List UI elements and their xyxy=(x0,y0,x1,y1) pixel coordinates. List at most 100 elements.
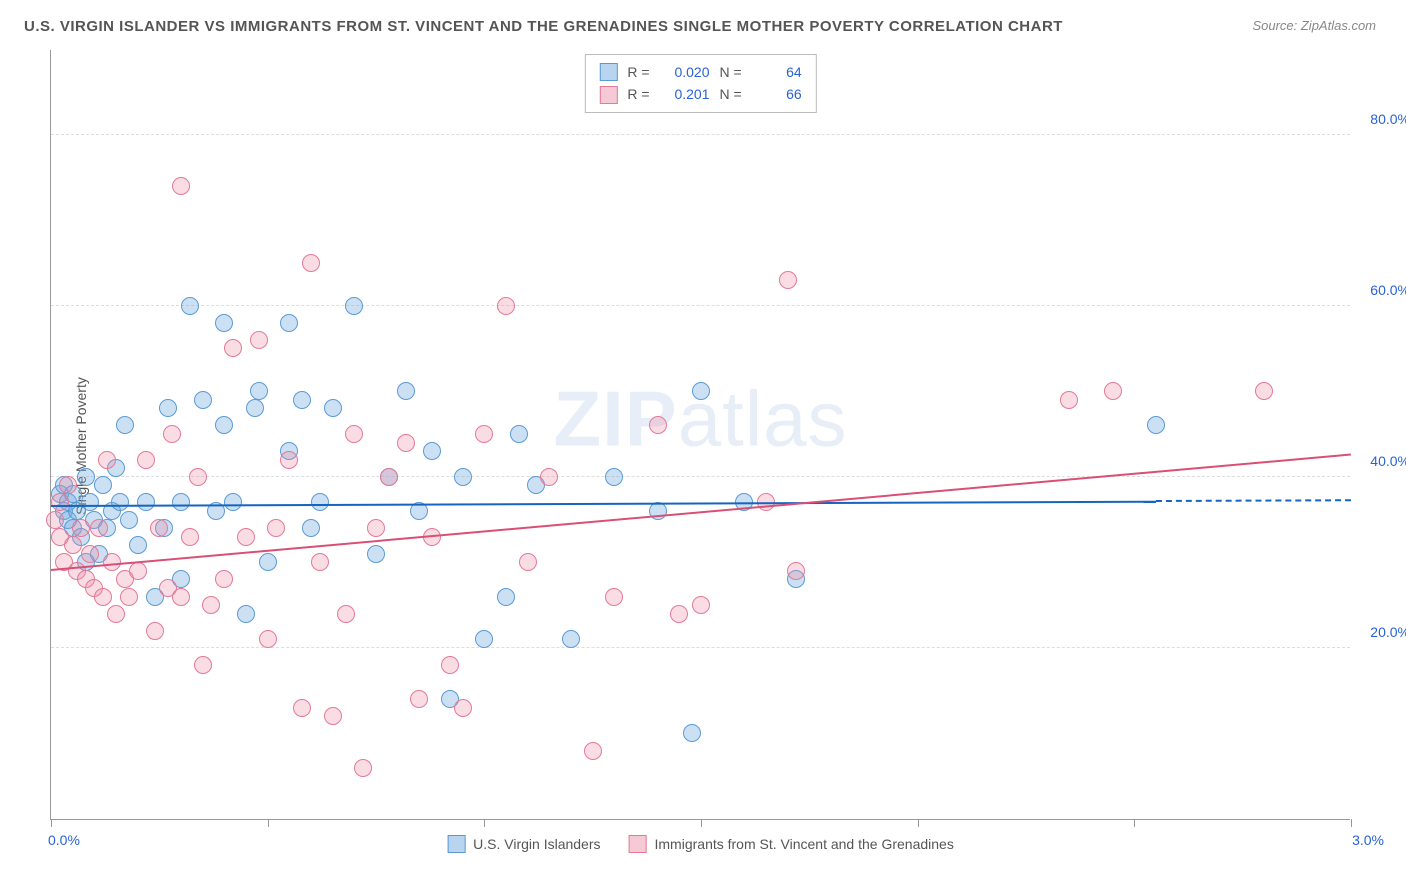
scatter-point xyxy=(345,425,363,443)
n-label: N = xyxy=(720,83,742,105)
chart-plot-area: ZIPatlas R = 0.020 N = 64 R = 0.201 N = … xyxy=(50,50,1350,820)
gridline xyxy=(51,476,1350,477)
scatter-point xyxy=(189,468,207,486)
x-tick xyxy=(484,819,485,827)
scatter-point xyxy=(337,605,355,623)
scatter-point xyxy=(237,605,255,623)
scatter-point xyxy=(137,451,155,469)
scatter-point xyxy=(94,588,112,606)
chart-title: U.S. VIRGIN ISLANDER VS IMMIGRANTS FROM … xyxy=(24,18,1063,35)
scatter-point xyxy=(111,493,129,511)
y-tick-label: 40.0% xyxy=(1370,453,1406,469)
scatter-point xyxy=(250,331,268,349)
scatter-point xyxy=(367,519,385,537)
scatter-point xyxy=(215,314,233,332)
scatter-point xyxy=(163,425,181,443)
scatter-point xyxy=(311,553,329,571)
scatter-point xyxy=(454,699,472,717)
scatter-point xyxy=(194,656,212,674)
scatter-point xyxy=(224,339,242,357)
scatter-point xyxy=(692,382,710,400)
legend-row-series-1: R = 0.201 N = 66 xyxy=(599,83,801,105)
scatter-point xyxy=(159,399,177,417)
gridline xyxy=(51,305,1350,306)
x-tick xyxy=(51,819,52,827)
scatter-point xyxy=(81,493,99,511)
swatch-bottom-0 xyxy=(447,835,465,853)
scatter-point xyxy=(181,528,199,546)
legend-item-1: Immigrants from St. Vincent and the Gren… xyxy=(629,835,954,853)
scatter-point xyxy=(397,382,415,400)
scatter-point xyxy=(410,690,428,708)
scatter-point xyxy=(280,451,298,469)
x-tick xyxy=(918,819,919,827)
y-tick-label: 60.0% xyxy=(1370,282,1406,298)
scatter-point xyxy=(81,545,99,563)
scatter-point xyxy=(519,553,537,571)
scatter-point xyxy=(475,630,493,648)
scatter-point xyxy=(120,511,138,529)
trend-line-dashed xyxy=(1156,500,1351,503)
scatter-point xyxy=(380,468,398,486)
scatter-point xyxy=(311,493,329,511)
scatter-point xyxy=(367,545,385,563)
scatter-point xyxy=(1104,382,1122,400)
scatter-point xyxy=(46,511,64,529)
legend-correlation-box: R = 0.020 N = 64 R = 0.201 N = 66 xyxy=(584,54,816,113)
scatter-point xyxy=(345,297,363,315)
scatter-point xyxy=(1060,391,1078,409)
n-value-0: 64 xyxy=(752,61,802,83)
scatter-point xyxy=(302,519,320,537)
series-name-0: U.S. Virgin Islanders xyxy=(473,836,600,852)
scatter-point xyxy=(302,254,320,272)
scatter-point xyxy=(194,391,212,409)
scatter-point xyxy=(562,630,580,648)
scatter-point xyxy=(259,553,277,571)
scatter-point xyxy=(605,588,623,606)
scatter-point xyxy=(77,468,95,486)
scatter-point xyxy=(202,596,220,614)
scatter-point xyxy=(250,382,268,400)
x-tick xyxy=(1134,819,1135,827)
scatter-point xyxy=(215,416,233,434)
scatter-point xyxy=(120,588,138,606)
scatter-point xyxy=(172,588,190,606)
scatter-point xyxy=(692,596,710,614)
scatter-point xyxy=(293,699,311,717)
series-name-1: Immigrants from St. Vincent and the Gren… xyxy=(655,836,954,852)
scatter-point xyxy=(116,416,134,434)
scatter-point xyxy=(605,468,623,486)
scatter-point xyxy=(59,476,77,494)
scatter-point xyxy=(98,451,116,469)
legend-series-names: U.S. Virgin Islanders Immigrants from St… xyxy=(447,835,954,853)
scatter-point xyxy=(215,570,233,588)
scatter-point xyxy=(150,519,168,537)
y-tick-label: 20.0% xyxy=(1370,624,1406,640)
y-tick-label: 80.0% xyxy=(1370,111,1406,127)
scatter-point xyxy=(90,519,108,537)
scatter-point xyxy=(224,493,242,511)
scatter-point xyxy=(441,656,459,674)
scatter-point xyxy=(324,707,342,725)
r-label: R = xyxy=(627,61,649,83)
scatter-point xyxy=(475,425,493,443)
scatter-point xyxy=(540,468,558,486)
scatter-point xyxy=(779,271,797,289)
legend-item-0: U.S. Virgin Islanders xyxy=(447,835,600,853)
swatch-bottom-1 xyxy=(629,835,647,853)
scatter-point xyxy=(259,630,277,648)
n-label: N = xyxy=(720,61,742,83)
gridline xyxy=(51,647,1350,648)
x-tick xyxy=(268,819,269,827)
scatter-point xyxy=(584,742,602,760)
scatter-point xyxy=(454,468,472,486)
scatter-point xyxy=(107,605,125,623)
scatter-point xyxy=(649,416,667,434)
scatter-point xyxy=(237,528,255,546)
scatter-point xyxy=(397,434,415,452)
scatter-point xyxy=(683,724,701,742)
scatter-point xyxy=(423,442,441,460)
swatch-series-1 xyxy=(599,86,617,104)
swatch-series-0 xyxy=(599,63,617,81)
scatter-point xyxy=(267,519,285,537)
